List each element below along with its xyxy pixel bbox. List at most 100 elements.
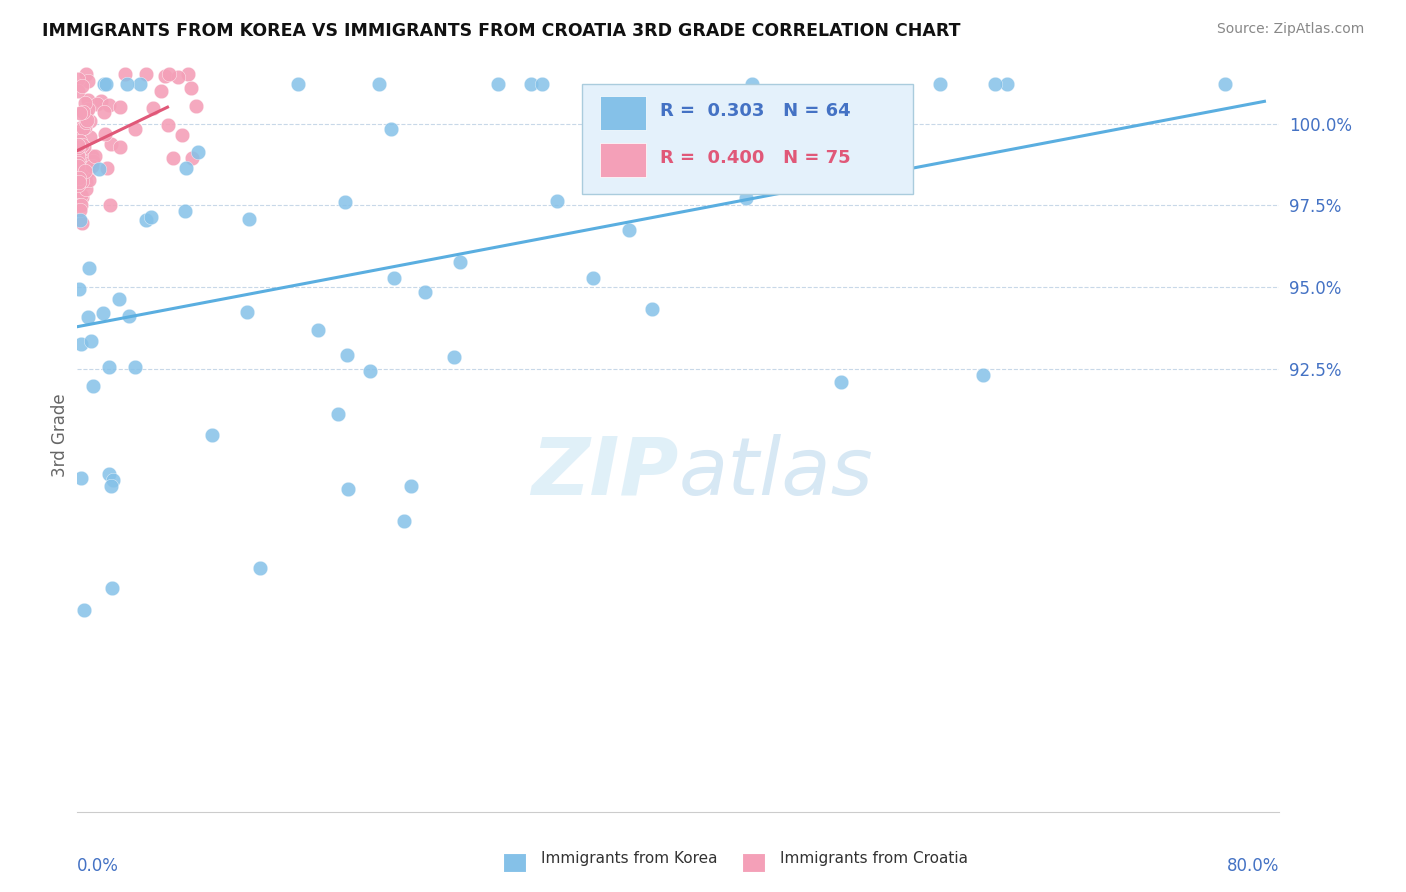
FancyBboxPatch shape [600, 95, 645, 129]
Point [66, 84, 89, 98]
Point [91, 306, 114, 320]
Point [107, 292, 129, 306]
Point [94, 127, 117, 141]
Point [546, 194, 568, 208]
Point [72, 120, 94, 135]
Point [392, 514, 415, 528]
Point [101, 473, 124, 487]
Point [734, 191, 756, 205]
Point [67, 142, 90, 156]
Point [129, 77, 152, 91]
Point [359, 364, 381, 378]
Point [70, 188, 93, 202]
Point [80, 159, 103, 173]
Point [115, 77, 138, 91]
Point [641, 301, 664, 316]
Point [984, 77, 1007, 91]
Point [399, 479, 422, 493]
Point [238, 211, 260, 226]
Point [157, 67, 180, 81]
Point [96, 161, 118, 175]
Point [75, 67, 97, 81]
Point [66, 138, 89, 153]
Point [80, 334, 103, 349]
Point [83, 149, 105, 163]
Point [486, 77, 509, 91]
Point [66, 198, 89, 212]
Point [337, 483, 360, 497]
Point [75, 95, 97, 110]
Point [139, 210, 162, 224]
Point [70, 79, 93, 94]
Point [82, 154, 104, 169]
Point [995, 77, 1018, 91]
Point [70, 198, 93, 212]
Point [67, 159, 90, 173]
Point [97, 359, 120, 374]
Point [69, 202, 91, 217]
Point [582, 271, 605, 285]
Point [181, 152, 204, 166]
Point [97, 467, 120, 481]
FancyBboxPatch shape [600, 143, 645, 178]
Point [79, 129, 101, 144]
Point [531, 77, 554, 91]
Point [69, 134, 91, 148]
Point [108, 140, 131, 154]
Point [382, 271, 405, 285]
Point [72, 161, 94, 175]
Text: R =  0.303   N = 64: R = 0.303 N = 64 [661, 102, 851, 120]
Text: Immigrants from Korea: Immigrants from Korea [541, 851, 718, 865]
Point [174, 161, 197, 175]
Text: 80.0%: 80.0% [1227, 857, 1279, 875]
Point [156, 118, 179, 132]
Text: ZIP: ZIP [531, 434, 679, 511]
Point [1213, 77, 1236, 91]
Point [617, 223, 640, 237]
Point [66, 178, 89, 192]
Point [114, 67, 136, 81]
Point [236, 305, 259, 319]
Point [741, 77, 763, 91]
Point [180, 81, 202, 95]
Point [90, 94, 112, 108]
Point [174, 204, 197, 219]
Point [336, 348, 359, 362]
Point [972, 368, 994, 382]
FancyBboxPatch shape [582, 85, 912, 194]
Point [176, 67, 198, 81]
Point [307, 323, 329, 337]
Point [67, 282, 90, 296]
Text: IMMIGRANTS FROM KOREA VS IMMIGRANTS FROM CROATIA 3RD GRADE CORRELATION CHART: IMMIGRANTS FROM KOREA VS IMMIGRANTS FROM… [42, 22, 960, 40]
Point [75, 106, 97, 120]
Point [67, 145, 90, 160]
Point [75, 167, 97, 181]
Point [69, 121, 91, 136]
Point [368, 77, 391, 91]
Point [413, 285, 436, 300]
Point [184, 99, 207, 113]
Point [326, 407, 349, 421]
Point [70, 337, 93, 351]
Y-axis label: 3rd Grade: 3rd Grade [51, 393, 69, 476]
Point [98, 98, 121, 112]
Point [333, 194, 356, 209]
Point [142, 102, 165, 116]
Point [69, 471, 91, 485]
Point [67, 173, 90, 187]
Point [135, 67, 157, 81]
Text: R =  0.400   N = 75: R = 0.400 N = 75 [661, 149, 851, 167]
Point [72, 190, 94, 204]
Point [93, 105, 115, 120]
Point [69, 213, 91, 227]
Point [135, 213, 157, 227]
Point [79, 114, 101, 128]
Point [73, 120, 96, 134]
Point [75, 182, 97, 196]
Point [249, 561, 271, 575]
Point [67, 149, 90, 163]
Point [67, 127, 90, 141]
Point [69, 139, 91, 153]
Point [100, 478, 122, 492]
Point [86, 96, 108, 111]
